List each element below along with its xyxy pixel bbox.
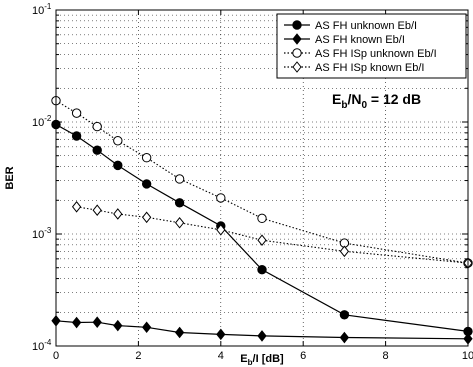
data-point — [216, 224, 226, 236]
x-tick-label: 8 — [383, 350, 389, 362]
y-tick-base: 10 — [32, 341, 44, 353]
data-point — [216, 328, 226, 341]
series-line — [55, 320, 469, 340]
x-tick-label: 6 — [300, 350, 306, 362]
eb-n0-annotation: Eb/N0 = 12 dB — [332, 91, 421, 111]
data-point — [71, 131, 82, 141]
x-tick-label: 10 — [462, 350, 473, 362]
y-tick-exponent: -1 — [44, 2, 52, 11]
legend-label: AS FH known Eb/I — [315, 34, 405, 46]
y-tick-label: 10-3 — [32, 226, 52, 241]
data-point — [257, 330, 267, 342]
legend-label: AS FH unknown Eb/I — [315, 20, 417, 32]
annotation-base1: E — [332, 91, 341, 107]
data-point — [339, 331, 350, 344]
data-point — [141, 153, 152, 163]
data-point — [141, 211, 152, 224]
data-point — [257, 234, 267, 247]
data-point — [113, 208, 123, 220]
data-point — [339, 245, 350, 258]
plot-frame — [55, 9, 469, 347]
series-2 — [51, 314, 473, 345]
annotation-sub1: b — [341, 100, 347, 111]
y-tick-label: 10-1 — [32, 2, 52, 17]
data-point — [141, 179, 152, 189]
legend-label: AS FH ISp known Eb/I — [315, 62, 424, 74]
data-point — [257, 265, 267, 275]
data-point — [339, 310, 350, 320]
legend: AS FH unknown Eb/I AS FH known Eb/I AS FH … — [276, 13, 467, 79]
data-point — [113, 136, 123, 146]
y-tick-base: 10 — [32, 117, 44, 129]
annotation-rest: = 12 dB — [367, 91, 421, 107]
x-axis-title-sub: b — [248, 358, 253, 367]
data-point — [71, 108, 82, 118]
data-point — [174, 216, 185, 229]
data-point — [174, 198, 185, 208]
y-tick-base: 10 — [32, 229, 44, 241]
legend-marker — [292, 33, 302, 45]
y-axis-title: BER — [4, 166, 16, 189]
annotation-mid: /N — [347, 91, 361, 107]
x-tick-label: 4 — [218, 350, 224, 362]
x-tick-label: 0 — [53, 350, 59, 362]
x-axis-title: Eb/I [dB] — [240, 353, 284, 367]
x-axis-title-base: E — [240, 353, 247, 365]
series-4 — [71, 200, 473, 269]
data-point — [113, 160, 123, 171]
data-point — [257, 213, 267, 224]
y-tick-label: 10-4 — [32, 338, 52, 353]
x-axis-title-rest: /I [dB] — [253, 353, 284, 365]
data-point — [113, 319, 123, 332]
data-point — [216, 193, 226, 203]
series-group — [51, 95, 473, 345]
y-tick-base: 10 — [32, 5, 44, 17]
y-tick-exponent: -3 — [44, 226, 52, 235]
legend-marker — [292, 48, 302, 58]
annotation-sub2: 0 — [361, 100, 367, 111]
y-tick-label: 10-2 — [32, 114, 52, 129]
legend-marker — [292, 20, 302, 30]
data-point — [92, 204, 102, 217]
y-tick-exponent: -4 — [44, 338, 52, 347]
data-point — [92, 145, 102, 155]
y-tick-labels: 10-410-310-210-1 — [32, 2, 52, 353]
data-point — [71, 200, 82, 213]
data-point — [174, 174, 185, 184]
series-line — [55, 123, 469, 332]
data-point — [174, 326, 185, 339]
x-tick-labels: 0 2 4 6 8 10 — [53, 350, 473, 362]
series-line — [55, 100, 469, 264]
x-tick-label: 2 — [135, 350, 141, 362]
data-point — [141, 321, 152, 334]
legend-label: AS FH ISp unknown Eb/I — [315, 48, 437, 60]
y-tick-exponent: -2 — [44, 114, 52, 123]
data-point — [71, 316, 82, 329]
legend-marker — [292, 61, 302, 73]
data-point — [92, 316, 102, 329]
data-point — [92, 121, 102, 132]
